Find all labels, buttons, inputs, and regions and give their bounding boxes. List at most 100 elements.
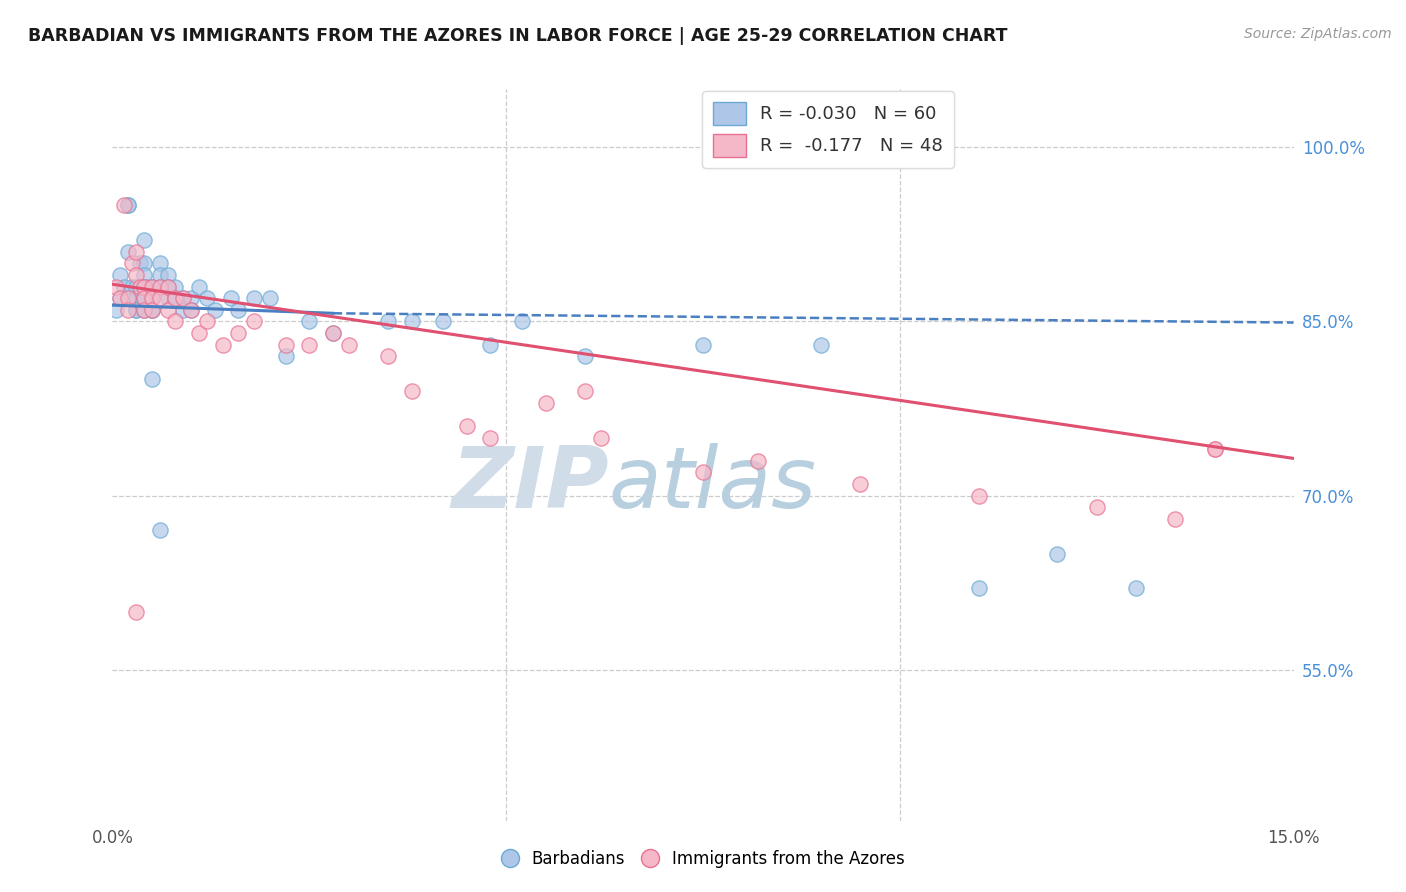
Point — [149, 291, 172, 305]
Point — [156, 268, 179, 282]
Point — [274, 349, 297, 363]
Point — [165, 314, 187, 328]
Point — [401, 314, 423, 328]
Point — [110, 291, 132, 305]
Point — [149, 256, 172, 270]
Point — [322, 326, 344, 340]
Point — [141, 372, 163, 386]
Point — [1125, 582, 1147, 596]
Point — [165, 291, 187, 305]
Point — [105, 279, 128, 293]
Legend: Barbadians, Immigrants from the Azores: Barbadians, Immigrants from the Azores — [495, 844, 911, 875]
Point — [692, 337, 714, 351]
Point — [534, 395, 557, 409]
Point — [401, 384, 423, 398]
Point — [156, 291, 179, 305]
Point — [228, 326, 250, 340]
Point — [117, 291, 139, 305]
Point — [110, 268, 132, 282]
Point — [132, 302, 155, 317]
Point — [125, 302, 148, 317]
Point — [298, 337, 321, 351]
Point — [132, 279, 155, 293]
Point — [149, 279, 172, 293]
Point — [125, 244, 148, 259]
Legend: R = -0.030   N = 60, R =  -0.177   N = 48: R = -0.030 N = 60, R = -0.177 N = 48 — [703, 91, 953, 168]
Point — [377, 314, 399, 328]
Point — [141, 291, 163, 305]
Point — [219, 291, 242, 305]
Point — [149, 524, 172, 538]
Point — [125, 291, 148, 305]
Point — [259, 291, 281, 305]
Point — [228, 302, 250, 317]
Point — [574, 349, 596, 363]
Point — [180, 291, 202, 305]
Point — [810, 337, 832, 351]
Point — [589, 430, 612, 444]
Point — [110, 291, 132, 305]
Point — [117, 198, 139, 212]
Point — [117, 244, 139, 259]
Point — [298, 314, 321, 328]
Point — [129, 279, 152, 293]
Point — [204, 302, 226, 317]
Point — [141, 291, 163, 305]
Point — [156, 302, 179, 317]
Point — [1046, 547, 1069, 561]
Point — [211, 337, 233, 351]
Point — [274, 337, 297, 351]
Point — [121, 256, 143, 270]
Point — [849, 477, 872, 491]
Point — [195, 314, 218, 328]
Point — [121, 279, 143, 293]
Point — [117, 198, 139, 212]
Point — [141, 302, 163, 317]
Text: Source: ZipAtlas.com: Source: ZipAtlas.com — [1244, 27, 1392, 41]
Point — [1204, 442, 1226, 456]
Point — [149, 279, 172, 293]
Point — [967, 489, 990, 503]
Point — [172, 291, 194, 305]
Point — [129, 256, 152, 270]
Point — [141, 302, 163, 317]
Point — [172, 291, 194, 305]
Point — [132, 233, 155, 247]
Point — [149, 268, 172, 282]
Point — [125, 268, 148, 282]
Point — [432, 314, 454, 328]
Point — [195, 291, 218, 305]
Point — [132, 256, 155, 270]
Point — [165, 291, 187, 305]
Point — [132, 291, 155, 305]
Point — [141, 279, 163, 293]
Point — [322, 326, 344, 340]
Point — [510, 314, 533, 328]
Point — [125, 279, 148, 293]
Text: ZIP: ZIP — [451, 442, 609, 525]
Point — [180, 302, 202, 317]
Point — [156, 279, 179, 293]
Text: atlas: atlas — [609, 442, 817, 525]
Point — [967, 582, 990, 596]
Point — [692, 466, 714, 480]
Point — [132, 279, 155, 293]
Point — [172, 302, 194, 317]
Point — [117, 302, 139, 317]
Point — [136, 279, 159, 293]
Point — [747, 454, 769, 468]
Point — [1164, 512, 1187, 526]
Point — [188, 326, 211, 340]
Point — [125, 291, 148, 305]
Point — [243, 291, 266, 305]
Point — [125, 605, 148, 619]
Point — [132, 268, 155, 282]
Point — [112, 198, 135, 212]
Point — [156, 279, 179, 293]
Point — [243, 314, 266, 328]
Point — [1085, 500, 1108, 515]
Point — [377, 349, 399, 363]
Point — [105, 302, 128, 317]
Point — [141, 279, 163, 293]
Point — [188, 279, 211, 293]
